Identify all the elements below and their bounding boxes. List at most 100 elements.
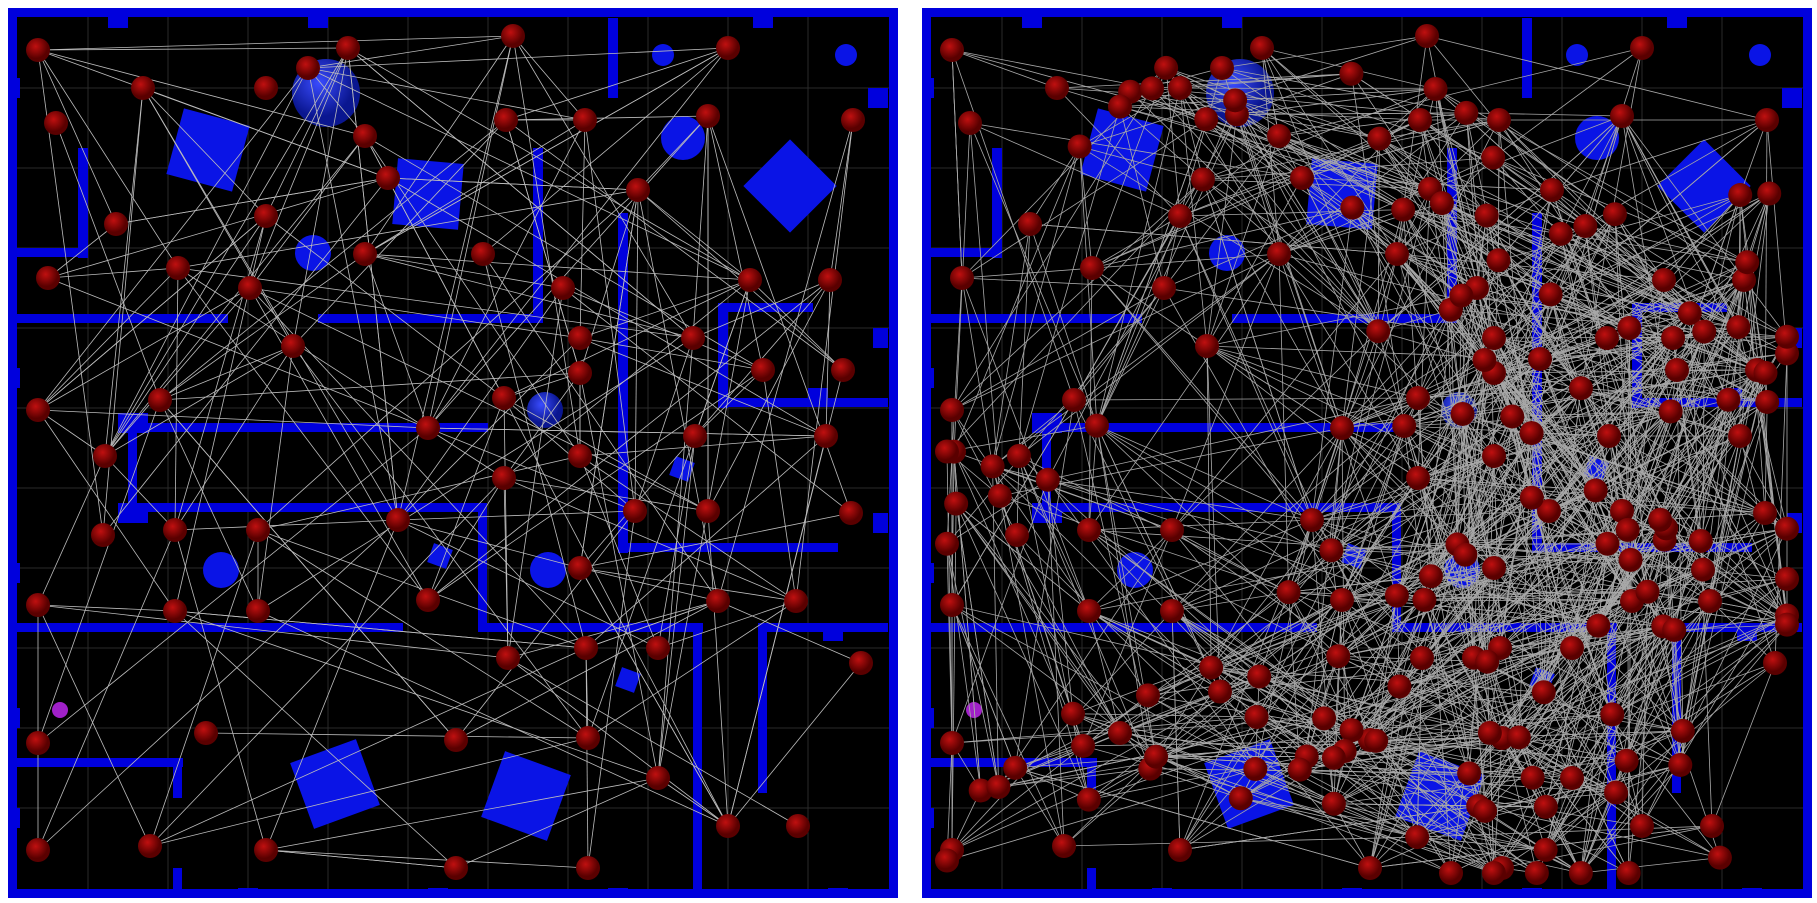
roadmap-node bbox=[1755, 389, 1780, 414]
roadmap-edge bbox=[505, 47, 729, 121]
roadmap-node bbox=[849, 651, 873, 675]
roadmap-edge bbox=[951, 179, 1204, 411]
roadmap-node bbox=[1135, 683, 1160, 708]
roadmap-node bbox=[568, 326, 592, 350]
roadmap-edge bbox=[951, 604, 1065, 847]
roadmap-edge bbox=[1206, 345, 1221, 692]
roadmap-edge bbox=[1236, 114, 1379, 332]
wall-left-30 bbox=[753, 16, 773, 28]
roadmap-node bbox=[1473, 798, 1498, 823]
roadmap-edge bbox=[1202, 179, 1313, 521]
wall-left-39 bbox=[8, 708, 20, 728]
roadmap-edge bbox=[1396, 253, 1478, 289]
roadmap-node bbox=[1457, 761, 1482, 786]
roadmap-edge bbox=[397, 287, 564, 521]
roadmap-edge bbox=[1550, 293, 1758, 371]
wall-left-46 bbox=[828, 888, 848, 898]
roadmap-node bbox=[238, 276, 262, 300]
roadmap-edge bbox=[1256, 716, 1582, 874]
roadmap-edge bbox=[953, 451, 1121, 734]
roadmap-edge bbox=[1261, 47, 1499, 261]
roadmap-node bbox=[568, 361, 592, 385]
roadmap-edge bbox=[1417, 825, 1713, 838]
roadmap-edge bbox=[1202, 179, 1485, 361]
roadmap-edge bbox=[37, 604, 509, 659]
roadmap-edge bbox=[507, 600, 719, 659]
roadmap-node bbox=[26, 398, 50, 422]
roadmap-node bbox=[646, 766, 670, 790]
roadmap-edge bbox=[1096, 287, 1165, 426]
roadmap-node bbox=[444, 856, 468, 880]
roadmap-edge bbox=[1096, 425, 1313, 521]
roadmap-node bbox=[1531, 680, 1556, 705]
roadmap-edge bbox=[1457, 544, 1538, 874]
roadmap-edge bbox=[1700, 435, 1741, 542]
roadmap-node bbox=[1243, 757, 1268, 782]
roadmap-edge bbox=[1402, 209, 1462, 296]
wall-right-6 bbox=[922, 314, 1142, 323]
roadmap-edge bbox=[1255, 768, 1495, 874]
roadmap-edge bbox=[1598, 578, 1788, 627]
roadmap-edge bbox=[1545, 600, 1711, 851]
roadmap-edge bbox=[1163, 287, 1343, 601]
roadmap-edge bbox=[951, 253, 1280, 411]
roadmap-edge bbox=[1571, 559, 1631, 779]
roadmap-node bbox=[1387, 674, 1412, 699]
roadmap-edge bbox=[717, 600, 862, 664]
roadmap-edge bbox=[1018, 455, 1090, 612]
roadmap-node bbox=[696, 104, 720, 128]
roadmap-edge bbox=[1206, 135, 1280, 347]
roadmap-edge bbox=[364, 253, 564, 289]
roadmap-node bbox=[246, 518, 270, 542]
roadmap-edge bbox=[174, 345, 294, 531]
roadmap-edge bbox=[1375, 740, 1495, 874]
roadmap-edge bbox=[961, 253, 1280, 279]
roadmap-edge bbox=[992, 223, 1031, 467]
roadmap-node bbox=[1487, 108, 1511, 132]
roadmap-edge bbox=[1435, 88, 1705, 332]
roadmap-edge bbox=[104, 287, 251, 457]
roadmap-node bbox=[1481, 861, 1506, 885]
roadmap-edge bbox=[47, 277, 429, 429]
roadmap-edge bbox=[1419, 119, 1495, 374]
roadmap-edge bbox=[397, 519, 581, 569]
roadmap-node bbox=[163, 599, 187, 623]
roadmap-node bbox=[784, 589, 808, 613]
roadmap-node bbox=[1538, 282, 1563, 307]
wall-left-29 bbox=[308, 16, 328, 28]
roadmap-node bbox=[958, 111, 982, 135]
wall-left-9 bbox=[608, 18, 618, 98]
roadmap-node bbox=[1364, 728, 1389, 753]
roadmap-edge bbox=[953, 451, 1084, 747]
roadmap-node bbox=[1018, 212, 1042, 236]
roadmap-edge bbox=[37, 49, 117, 225]
roadmap-edge bbox=[512, 35, 694, 339]
roadmap-edge bbox=[1330, 427, 1343, 551]
roadmap-node bbox=[1698, 589, 1722, 613]
round-obstacle-right-7 bbox=[1749, 44, 1771, 66]
roadmap-edge bbox=[1088, 519, 1313, 612]
roadmap-node bbox=[1406, 466, 1430, 490]
roadmap-node bbox=[935, 848, 959, 873]
roadmap-node bbox=[1454, 100, 1479, 125]
roadmap-edge bbox=[1621, 115, 1768, 403]
roadmap-node bbox=[26, 838, 50, 862]
roadmap-edge bbox=[1129, 91, 1404, 210]
roadmap-edge bbox=[961, 277, 1090, 612]
roadmap-edge bbox=[1493, 369, 1758, 374]
roadmap-edge bbox=[1486, 661, 1547, 851]
roadmap-edge bbox=[1739, 193, 1770, 437]
roadmap-edge bbox=[1571, 490, 1597, 649]
roadmap-node bbox=[1339, 61, 1364, 86]
roadmap-edge bbox=[174, 529, 267, 851]
roadmap-edge bbox=[1532, 539, 1665, 778]
roadmap-edge bbox=[1047, 479, 1313, 521]
roadmap-edge bbox=[1709, 372, 1766, 602]
roadmap-edge bbox=[249, 287, 587, 649]
roadmap-edge bbox=[174, 267, 179, 531]
roadmap-node bbox=[1560, 766, 1584, 790]
roadmap-node bbox=[1618, 547, 1643, 572]
roadmap-edge bbox=[1584, 226, 1610, 437]
roadmap-node bbox=[1506, 725, 1531, 750]
roadmap-edge bbox=[1288, 592, 1301, 770]
